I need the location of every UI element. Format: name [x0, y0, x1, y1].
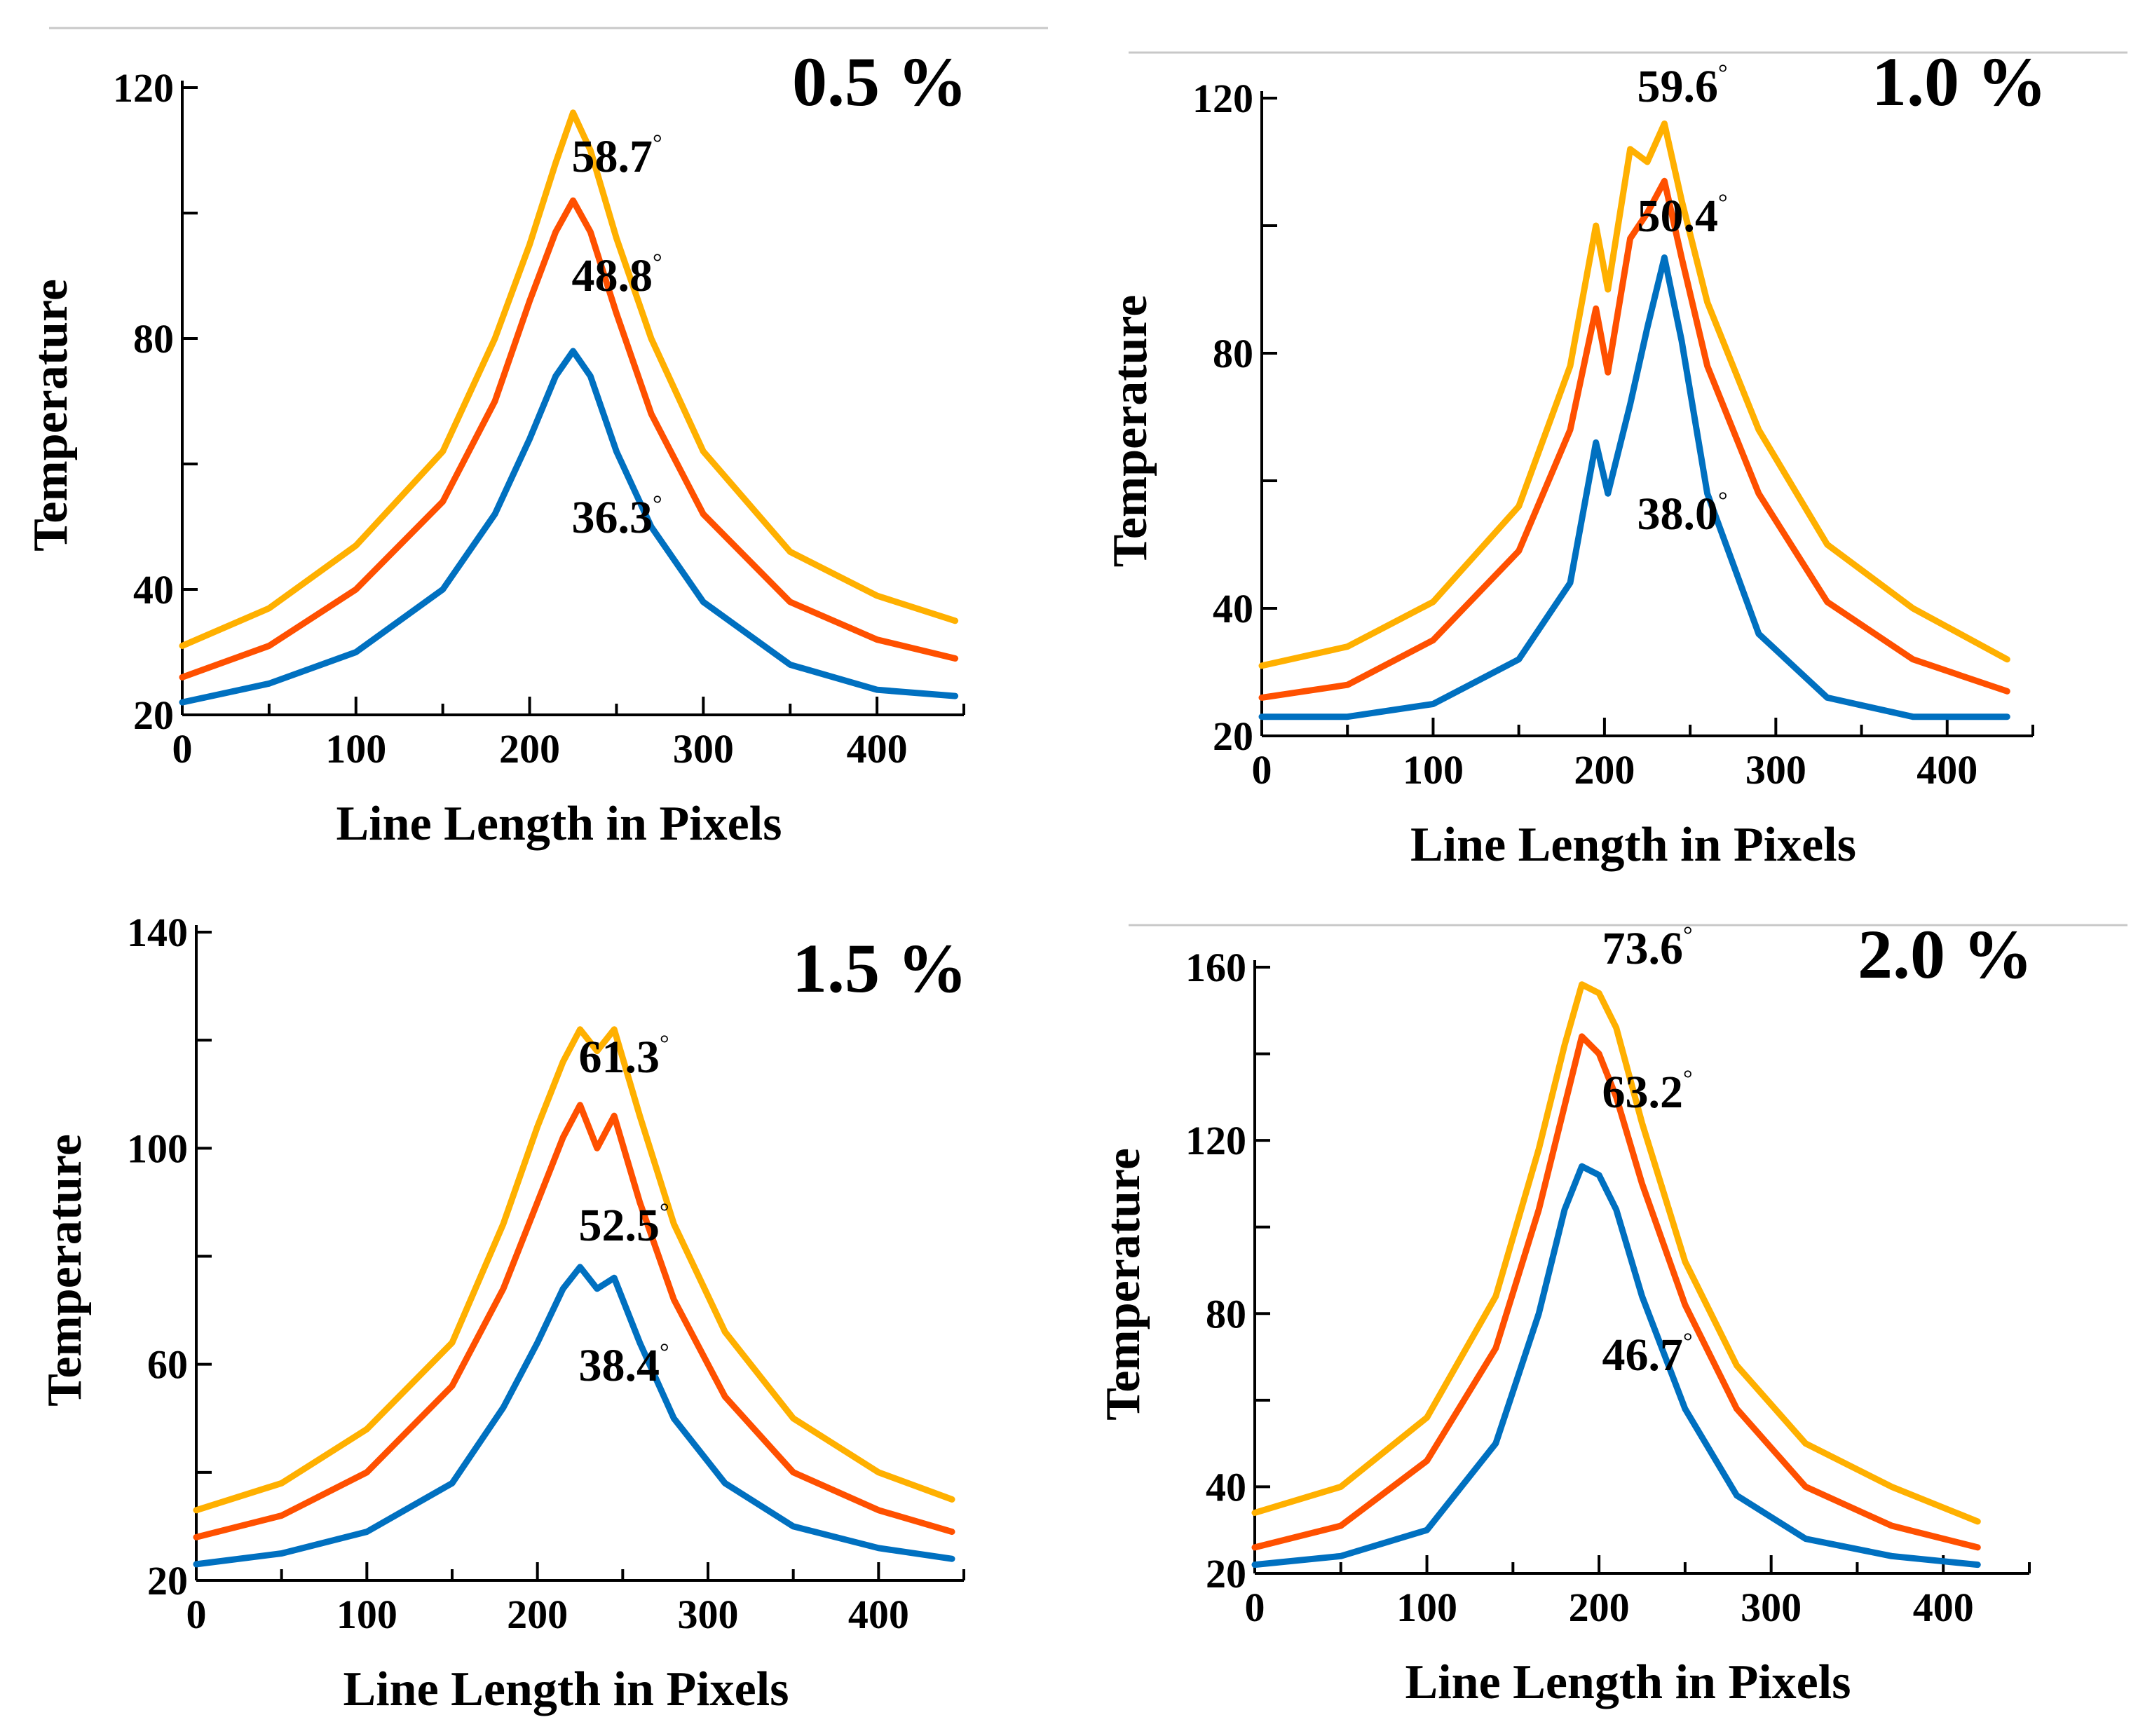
peak-label: 59.6° — [1637, 60, 1727, 112]
degree-symbol: ° — [660, 1031, 669, 1057]
degree-symbol: ° — [1683, 1066, 1693, 1092]
x-tick-label: 0 — [1245, 1585, 1265, 1630]
x-tick-label: 400 — [1916, 747, 1977, 793]
series-line-upper — [179, 109, 959, 649]
series-line-lower — [193, 1264, 955, 1568]
y-tick-label: 140 — [127, 910, 188, 955]
panel-title: 1.5 % — [792, 929, 967, 1007]
y-tick-label: 20 — [147, 1558, 188, 1604]
y-tick-label: 40 — [1206, 1464, 1246, 1510]
y-tick-label: 120 — [1192, 76, 1253, 121]
degree-symbol: ° — [660, 1199, 669, 1225]
y-axis-title: Temperature — [1103, 295, 1157, 568]
y-tick-label: 20 — [1206, 1551, 1246, 1597]
x-tick-label: 0 — [186, 1592, 207, 1637]
y-tick-label: 40 — [133, 567, 174, 613]
x-tick-label: 400 — [847, 726, 908, 772]
peak-label: 38.0° — [1637, 488, 1727, 540]
series-line-middle — [1258, 177, 2010, 701]
peak-label: 50.4° — [1637, 190, 1727, 242]
x-tick-label: 300 — [678, 1592, 739, 1637]
x-axis-title: Line Length in Pixels — [343, 1662, 789, 1716]
degree-symbol: ° — [653, 491, 662, 517]
degree-symbol: ° — [1683, 1329, 1693, 1355]
x-tick-label: 100 — [336, 1592, 397, 1637]
x-tick-label: 400 — [1913, 1585, 1974, 1630]
chart-panel-1: 0 100 200 300 400 20 40 80 120 Line Length in Pix… — [24, 27, 1048, 851]
peak-label: 52.5° — [578, 1199, 669, 1251]
x-axis-title: Line Length in Pixels — [336, 797, 782, 851]
y-tick-label: 80 — [133, 316, 174, 362]
panel-title: 1.0 % — [1872, 43, 2047, 121]
series-line-middle — [193, 1102, 955, 1540]
series-line-upper — [1251, 981, 1981, 1525]
y-tick-label: 120 — [1185, 1118, 1246, 1163]
y-axis-title: Temperature — [1096, 1148, 1150, 1421]
series-line-middle — [1251, 1033, 1981, 1551]
x-axis-title: Line Length in Pixels — [1410, 818, 1856, 872]
x-tick-label: 0 — [172, 726, 193, 772]
series-line-lower — [1251, 1163, 1981, 1568]
series-line-middle — [179, 197, 959, 681]
series-line-lower — [179, 348, 959, 706]
x-tick-label: 300 — [673, 726, 734, 772]
peak-label: 38.4° — [578, 1339, 669, 1391]
y-axis-title: Temperature — [24, 279, 78, 552]
x-tick-label: 100 — [1396, 1585, 1457, 1630]
degree-symbol: ° — [1718, 60, 1728, 86]
degree-symbol: ° — [1718, 488, 1728, 514]
y-tick-label: 20 — [1213, 713, 1253, 759]
x-tick-label: 100 — [325, 726, 386, 772]
chart-panel-3: 0 100 200 300 400 20 60 100 140 Line Length in Pi… — [38, 910, 967, 1716]
y-axis-title: Temperature — [38, 1134, 92, 1407]
degree-symbol: ° — [653, 130, 662, 156]
peak-label: 58.7° — [571, 130, 662, 182]
y-tick-label: 80 — [1206, 1291, 1246, 1337]
degree-symbol: ° — [1683, 922, 1693, 948]
peak-label: 73.6° — [1602, 922, 1692, 974]
series-line-lower — [1258, 254, 2010, 720]
y-tick-label: 80 — [1213, 331, 1253, 376]
x-tick-label: 200 — [499, 726, 560, 772]
peak-label: 61.3° — [578, 1031, 669, 1083]
chart-panel-2: 0 100 200 300 400 20 40 80 120 Line Length in Pix… — [1103, 43, 2127, 872]
x-tick-label: 200 — [507, 1592, 568, 1637]
x-axis-title: Line Length in Pixels — [1405, 1655, 1851, 1709]
degree-symbol: ° — [660, 1339, 669, 1365]
y-tick-label: 40 — [1213, 586, 1253, 631]
x-tick-label: 300 — [1745, 747, 1806, 793]
series-line-upper — [193, 1026, 955, 1514]
x-tick-label: 200 — [1569, 1585, 1630, 1630]
degree-symbol: ° — [653, 250, 662, 275]
panel-title: 0.5 % — [792, 43, 967, 121]
y-tick-label: 60 — [147, 1342, 188, 1388]
x-tick-label: 0 — [1252, 747, 1272, 793]
peak-label: 48.8° — [571, 250, 662, 301]
x-tick-label: 200 — [1574, 747, 1635, 793]
x-tick-label: 400 — [848, 1592, 909, 1637]
y-tick-label: 160 — [1185, 945, 1246, 990]
x-tick-label: 100 — [1403, 747, 1464, 793]
y-tick-label: 100 — [127, 1126, 188, 1171]
chart-panel-4: 0 100 200 300 400 20 40 80 120 160 Line Length in … — [1096, 915, 2127, 1709]
panel-title: 2.0 % — [1858, 915, 2033, 993]
peak-label: 63.2° — [1602, 1066, 1692, 1118]
y-tick-label: 20 — [133, 692, 174, 738]
y-tick-label: 120 — [113, 65, 174, 111]
peak-label: 46.7° — [1602, 1329, 1692, 1381]
x-tick-label: 300 — [1741, 1585, 1802, 1630]
degree-symbol: ° — [1718, 190, 1728, 216]
peak-label: 36.3° — [571, 491, 662, 543]
series-line-upper — [1258, 120, 2010, 669]
